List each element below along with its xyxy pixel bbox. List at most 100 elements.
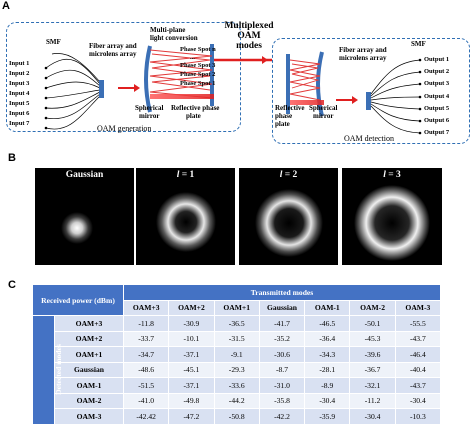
column-header: OAM-1 <box>304 299 351 316</box>
table-cell: -35.2 <box>258 330 306 347</box>
table-cell: -29.3 <box>213 361 260 378</box>
table-cell: -36.7 <box>349 361 396 378</box>
row-label: OAM-1 <box>53 377 125 394</box>
beam-l1-title: l = 1 <box>176 170 195 180</box>
table-cell: -47.2 <box>168 408 215 425</box>
table-row: OAM-1 -51.5 -37.1 -33.6 -31.0 -8.9 -32.1 -43.7 <box>33 377 442 394</box>
output-7-label: Output 7 <box>424 129 450 136</box>
output-6-label: Output 6 <box>424 117 450 124</box>
right-spherical-label-1: Spherical <box>309 104 338 112</box>
column-header: OAM-2 <box>349 299 396 316</box>
table-cell: -30.6 <box>258 346 306 363</box>
table-cell: -50.8 <box>213 408 260 425</box>
row-label: OAM+2 <box>53 330 125 347</box>
table-cell: -34.7 <box>123 346 170 363</box>
oam-detection-box <box>272 38 470 144</box>
column-header: Gaussian <box>258 299 306 316</box>
detected-modes-header: Detected modes <box>32 315 63 425</box>
table-row: Gaussian -48.6 -45.1 -29.3 -8.7 -28.1 -36.7 -40… <box>33 361 442 378</box>
input-3-label: Input 3 <box>9 80 30 87</box>
column-header: OAM+1 <box>213 299 260 316</box>
left-spherical-label-2: mirror <box>139 112 160 120</box>
table-cell: -35.8 <box>258 392 306 409</box>
table-row: OAM-3 -42.42 -47.2 -50.8 -42.2 -35.9 -30.4 -10.… <box>33 408 442 425</box>
right-microlens-label: microlens array <box>339 54 387 62</box>
table-cell: -46.4 <box>394 346 442 363</box>
row-label: OAM+1 <box>53 346 125 363</box>
mux-label-3: modes <box>236 41 262 51</box>
column-header: OAM+3 <box>123 299 170 316</box>
beam-gaussian-title: Gaussian <box>65 170 104 180</box>
table-cell: -30.4 <box>349 408 396 425</box>
table-cell: -35.9 <box>304 408 351 425</box>
left-reflective-label-2: plate <box>186 112 201 120</box>
row-label: OAM-3 <box>53 408 125 425</box>
input-5-label: Input 5 <box>9 100 30 107</box>
right-reflective-label-2: phase <box>275 112 293 120</box>
table-cell: -41.0 <box>123 392 170 409</box>
left-spherical-label-1: Spherical <box>135 104 164 112</box>
table-cell: -40.4 <box>394 361 442 378</box>
input-markers <box>44 66 48 130</box>
table-cell: -36.4 <box>304 330 351 347</box>
table-cell: -55.5 <box>394 315 442 332</box>
output-1-label: Output 1 <box>424 56 450 63</box>
table-cell: -45.1 <box>168 361 215 378</box>
left-fiber-array-label: Fiber array and <box>89 42 137 50</box>
table-cell: -9.1 <box>213 346 260 363</box>
input-2-label: Input 2 <box>9 70 30 77</box>
beam-gaussian: Gaussian <box>35 168 134 265</box>
table-cell: -30.9 <box>168 315 215 332</box>
input-1-label: Input 1 <box>9 60 30 67</box>
left-spherical-mirror <box>144 45 152 113</box>
output-4-label: Output 4 <box>424 93 450 100</box>
table-row: OAM-2 -41.0 -49.8 -44.2 -35.8 -30.4 -11.2 -30.4 <box>33 392 442 409</box>
table-cell: -41.7 <box>258 315 306 332</box>
table-cell: -49.8 <box>168 392 215 409</box>
table-cell: -30.4 <box>304 392 351 409</box>
right-fiber-array-label: Fiber array and <box>339 46 387 54</box>
table-cell: -32.1 <box>349 377 396 394</box>
panel-a-diagram <box>44 44 422 135</box>
right-spherical-mirror <box>316 51 324 117</box>
output-3-label: Output 3 <box>424 80 450 87</box>
table-row: OAM+1 -34.7 -37.1 -9.1 -30.6 -34.3 -39.6 -46.4 <box>33 346 442 363</box>
table-cell: -30.4 <box>394 392 442 409</box>
oam-detection-caption: OAM detection <box>344 134 394 143</box>
table-cell: -48.6 <box>123 361 170 378</box>
right-zigzag-beams <box>289 59 321 101</box>
row-label: OAM+3 <box>53 315 125 332</box>
corner-header: Received power (dBm) <box>31 284 125 316</box>
table-cell: -42.2 <box>258 408 306 425</box>
panel-c-letter: C <box>8 279 16 291</box>
left-microlens-label: microlens array <box>89 50 137 58</box>
mux-label-2: OAM <box>237 31 261 41</box>
beam-l2-title: l = 2 <box>279 170 298 180</box>
multiplane-label-2: light conversion <box>150 34 198 42</box>
row-label: Gaussian <box>53 361 125 378</box>
table-cell: -44.2 <box>213 392 260 409</box>
input-fiber-array <box>99 80 104 98</box>
received-power-table: Received power (dBm) Transmitted modes O… <box>31 284 442 425</box>
multiplane-label-1: Multi-plane <box>150 26 186 34</box>
right-reflective-label-3: plate <box>275 120 290 128</box>
table-cell: -11.2 <box>349 392 396 409</box>
table-cell: -50.1 <box>349 315 396 332</box>
table-cell: -28.1 <box>304 361 351 378</box>
output-5-label: Output 5 <box>424 105 450 112</box>
table-cell: -8.9 <box>304 377 351 394</box>
oam-generation-caption: OAM generation <box>97 124 152 133</box>
transmitted-header: Transmitted modes <box>123 284 441 301</box>
input-7-label: Input 7 <box>9 120 30 127</box>
table-cell: -43.7 <box>394 330 442 347</box>
left-smf-label: SMF <box>46 38 61 46</box>
beam-l3: l = 3 <box>342 168 442 265</box>
panel-a-letter: A <box>2 0 10 12</box>
table-cell: -33.7 <box>123 330 170 347</box>
phase-spot-2: Phase Spot 2 <box>180 71 216 78</box>
column-header: OAM-3 <box>394 299 442 316</box>
row-label: OAM-2 <box>53 392 125 409</box>
table-cell: -45.3 <box>349 330 396 347</box>
phase-spot-3: Phase Spot 3 <box>180 62 216 69</box>
right-smf-label: SMF <box>411 40 426 48</box>
